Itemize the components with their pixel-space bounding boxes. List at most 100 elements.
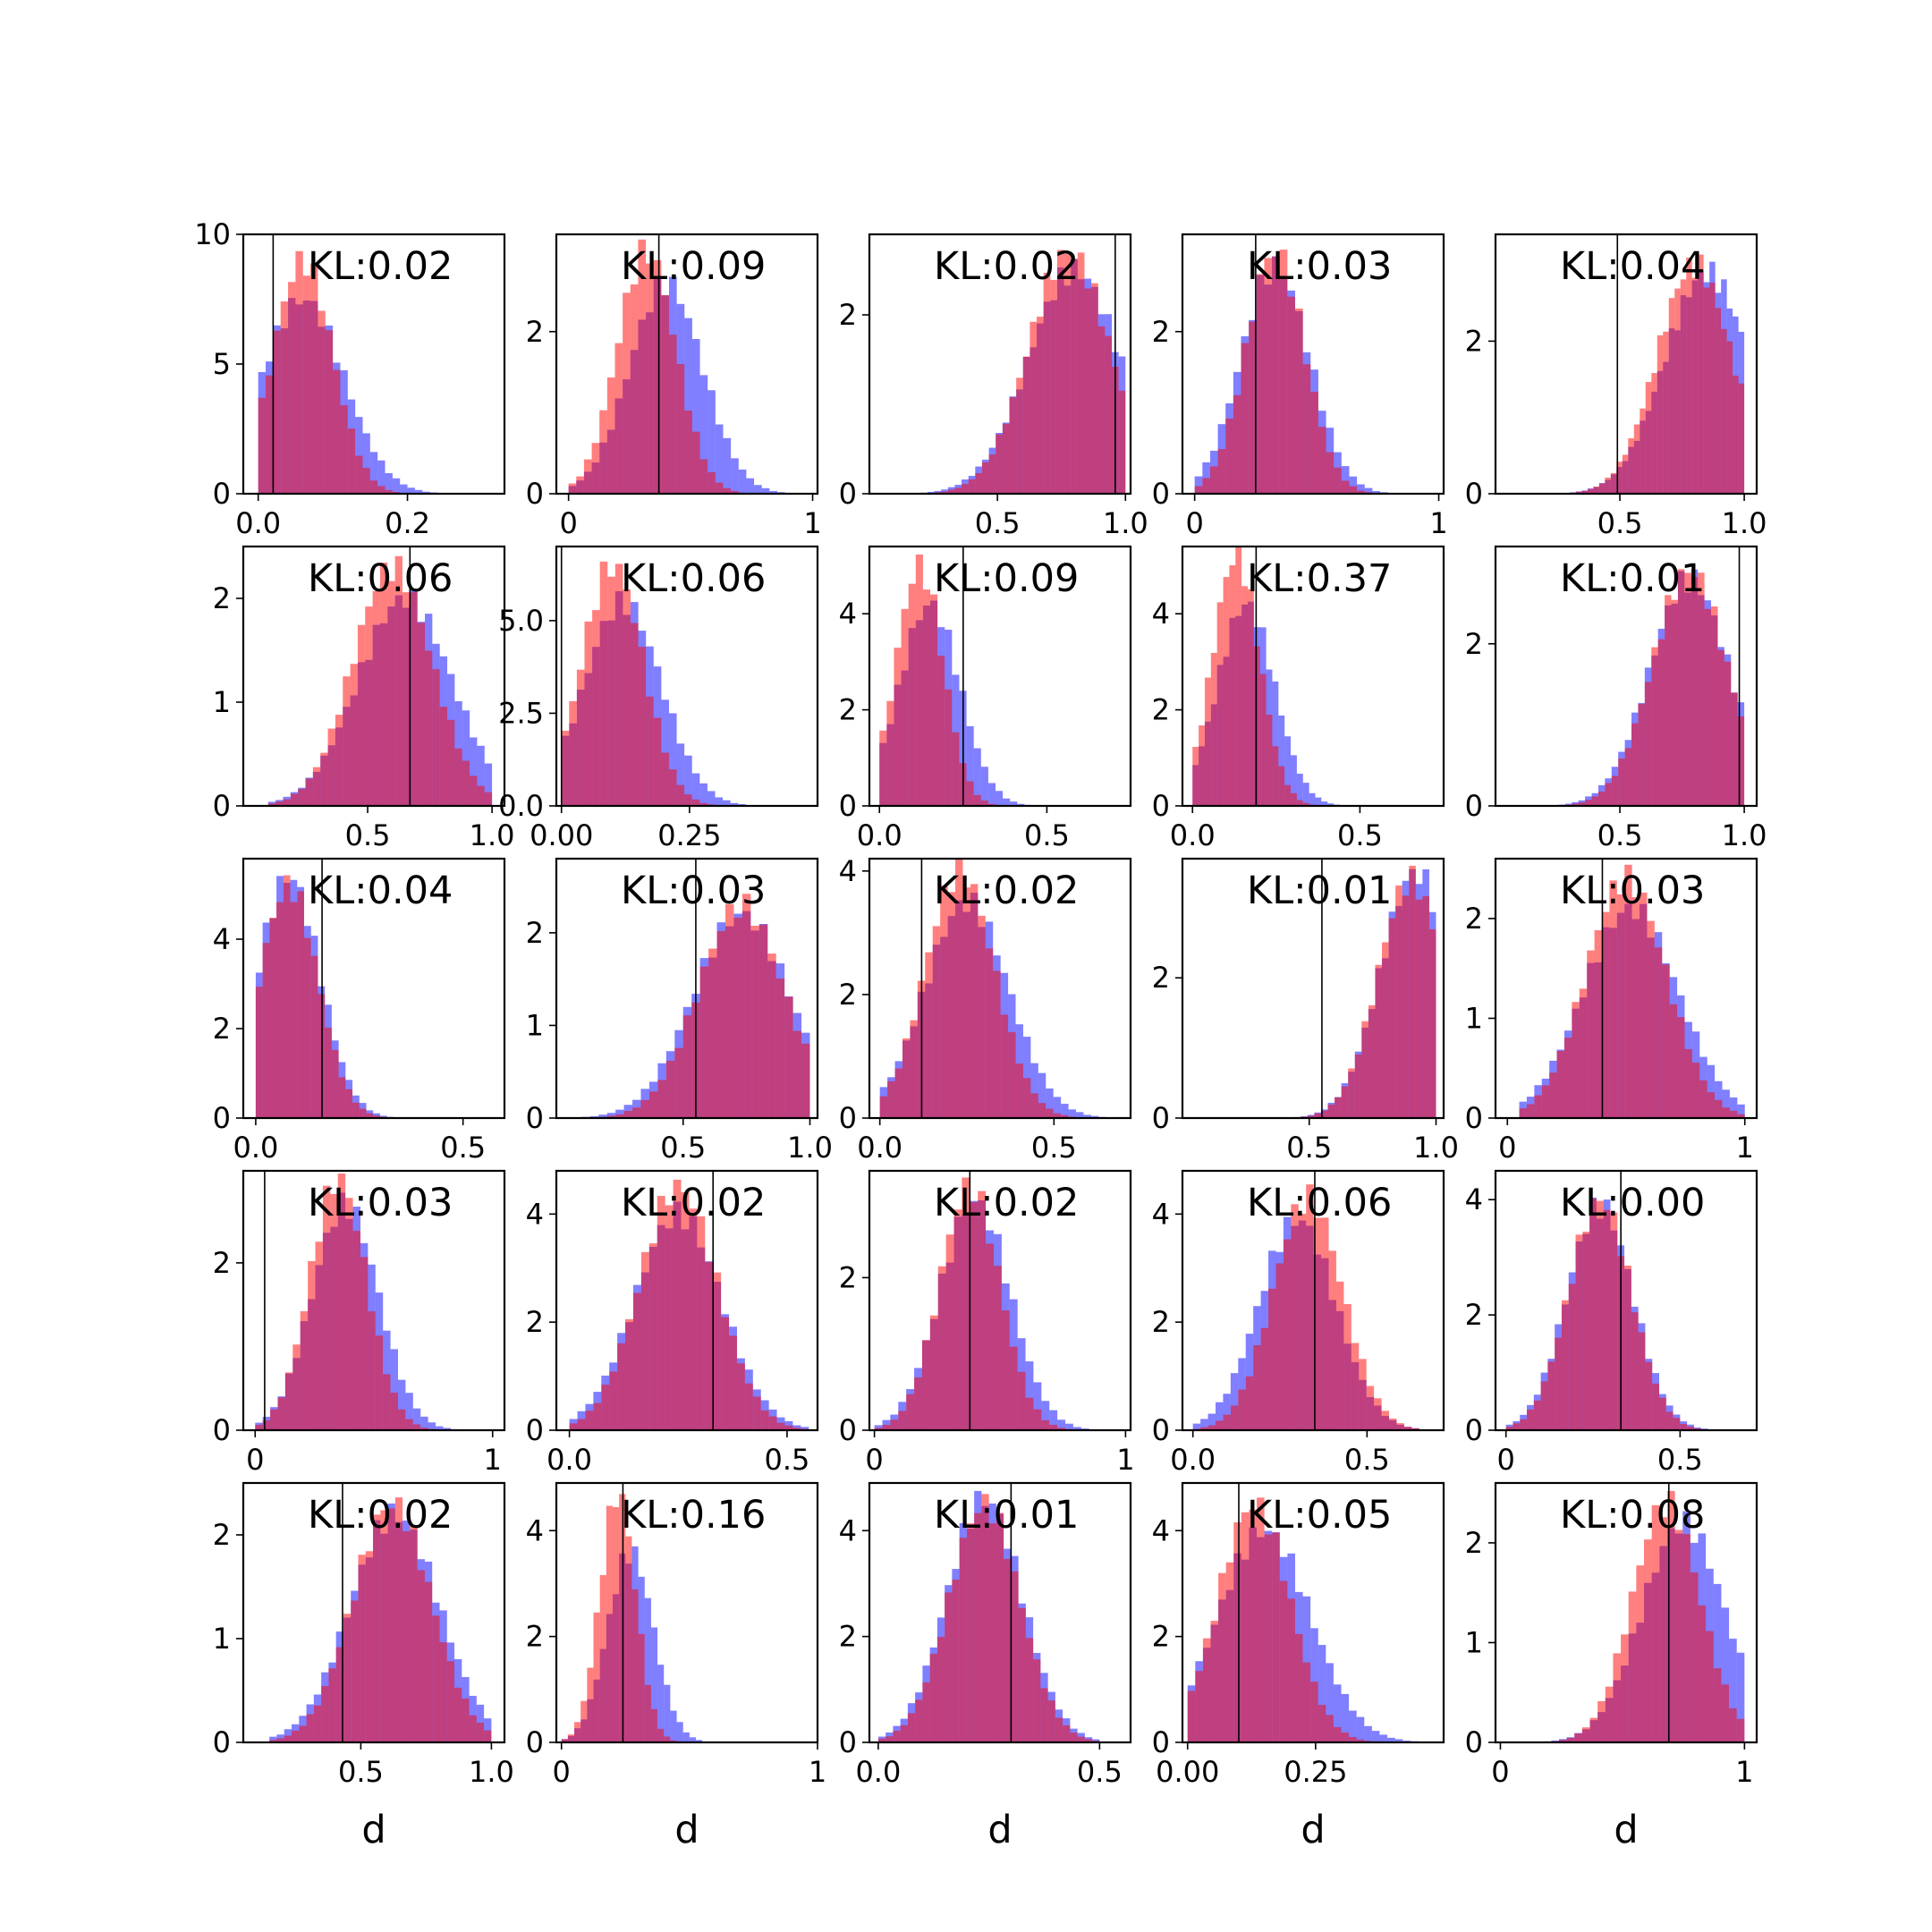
subplot-1: 0.0 0.2 0 5 10 KL:0.02 [194,217,506,540]
blue-bar [676,743,685,806]
red-bar [1266,714,1273,806]
x-tick-label: 0.0 [855,1755,901,1789]
subplot-18: 0 1 0 2 KL:0.02 [839,1169,1135,1477]
red-bar [300,1310,309,1430]
blue-bar [1318,1645,1326,1742]
x-tick-label: 0.5 [660,1131,706,1165]
red-bar [945,1592,953,1742]
red-bar [1063,1724,1071,1742]
red-bar [1598,483,1606,494]
x-tick-label: 0.5 [1024,818,1070,852]
red-bar [1287,1598,1295,1742]
red-bar [614,343,623,494]
y-tick-label: 2 [1465,324,1483,358]
red-bar [1721,1684,1730,1742]
blue-bar [377,460,386,494]
axes-frame [555,545,819,808]
y-tick-label: 2 [1152,961,1170,995]
red-bar [792,1428,801,1430]
red-bar [583,459,592,494]
red-bar [1354,1054,1362,1118]
kl-annotation: KL:0.03 [621,869,766,913]
red-bar [1616,462,1623,494]
red-bar [937,1266,946,1430]
subplot-6: 0.5 1.0 0 1 2 KL:0.06 [213,545,515,852]
subplot-25: 0 1 0 1 2 KL:0.08 d [1465,1481,1758,1852]
blue-bar [1379,1734,1388,1742]
red-bar [1375,964,1383,1118]
red-bar [1256,274,1265,494]
red-bar [1260,1327,1269,1430]
blue-bar [422,491,430,494]
red-bar [1302,364,1311,494]
red-bar [569,700,577,806]
red-bar [907,1713,916,1742]
red-bar [1572,1002,1580,1118]
blue-bar [390,1349,398,1430]
red-bar [1040,1688,1048,1742]
blue-bar [676,1722,683,1742]
red-bar [380,1510,388,1742]
axes-frame [242,1169,506,1432]
red-bar [1540,1381,1548,1430]
kl-annotation: KL:0.03 [1560,869,1705,913]
red-bar [1209,466,1218,494]
red-bar [262,1419,271,1430]
blue-bar [392,478,401,494]
red-bar [347,428,356,494]
blue-bar [980,767,988,806]
y-tick-label: 4 [526,1513,544,1547]
blue-bar [691,773,700,806]
red-bar [1361,1021,1368,1118]
red-bar [606,377,615,494]
red-bar [1409,865,1416,1118]
subplot-23: 0.0 0.5 0 2 4 KL:0.01 d [839,1481,1132,1852]
red-bar [350,664,358,806]
x-tick-label: 0.5 [1657,1443,1703,1477]
red-bar [568,483,577,494]
blue-bar [1713,1583,1722,1742]
red-bar [325,1027,332,1118]
blue-bar [1372,490,1381,494]
red-bar [1025,1638,1034,1742]
blue-bar [1083,1114,1091,1118]
x-tick-label: 0 [559,506,577,540]
kl-annotation: KL:0.16 [621,1493,766,1538]
kl-annotation: KL:0.04 [1560,244,1705,289]
red-bar [975,473,982,494]
red-bar [684,794,692,806]
red-bar [1610,472,1617,494]
y-tick-label: 2 [526,916,544,950]
y-tick-label: 0 [839,1725,857,1759]
red-bar [1682,1534,1690,1742]
red-bar [1706,1631,1714,1742]
red-bar [1402,895,1410,1118]
red-bar [966,1523,975,1742]
y-tick-label: 0 [526,477,544,511]
red-bar [657,1080,666,1118]
red-bar [1709,283,1716,494]
red-bar [1105,335,1113,494]
red-bar [1663,331,1669,494]
y-tick-label: 4 [526,1197,544,1231]
red-bar [1333,1726,1342,1742]
y-tick-label: 2 [1465,902,1483,936]
subplot-8: 0.0 0.5 0 2 4 KL:0.09 [839,545,1132,852]
red-bar [1041,1419,1050,1430]
red-bar [614,564,623,806]
red-bar [1422,895,1429,1118]
red-bar [290,793,299,806]
blue-bar [1072,1427,1081,1430]
red-bar [1253,646,1260,806]
red-bar [650,1708,658,1742]
y-tick-label: 2.5 [498,696,544,730]
red-bar [275,801,284,806]
kl-annotation: KL:0.02 [934,244,1079,289]
red-bar [1334,467,1342,494]
red-bar [1396,1423,1404,1430]
red-bar [1638,703,1645,806]
red-bar [653,717,662,806]
red-bar [684,410,692,494]
red-bar [1691,277,1699,494]
red-bar [736,1363,745,1430]
